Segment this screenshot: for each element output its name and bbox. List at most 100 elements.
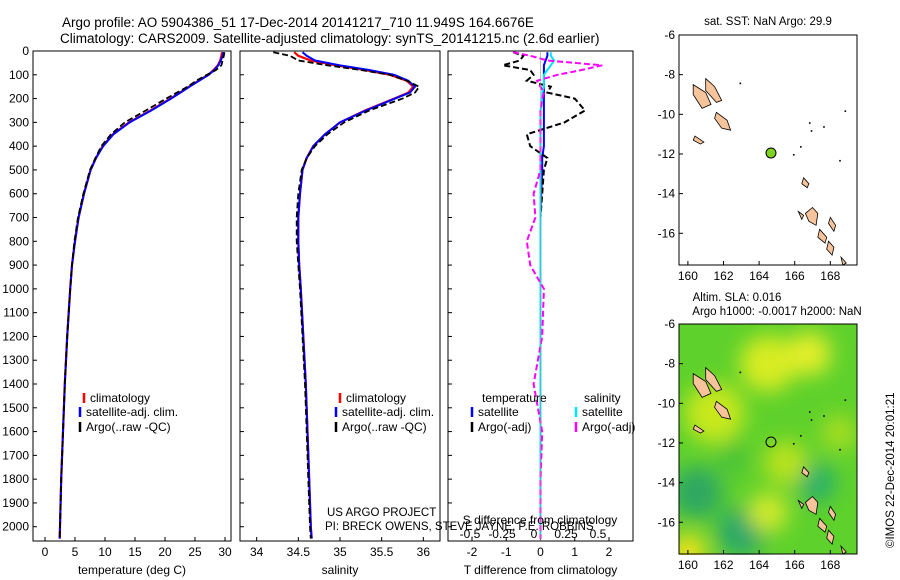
temperature-ytick-label: 1700 xyxy=(2,448,29,462)
difference-sdiff-label: S difference from climatology xyxy=(463,513,618,527)
difference-sdiff-tick-label: 0 xyxy=(531,527,538,541)
temperature-ytick-label: 1000 xyxy=(2,282,29,296)
island-shape xyxy=(804,206,819,226)
island-shape xyxy=(692,372,712,398)
temperature-ytick-label: 1200 xyxy=(2,329,29,343)
map_sst-xtick-label: 166 xyxy=(785,269,805,283)
temperature-panel: 0 5 10 15 20 25 30 temperature (deg C) 0 100 200 30… xyxy=(2,44,232,577)
temperature-legend-label: satellite-adj. clim. xyxy=(86,405,178,419)
map_sla-xtick-label: 164 xyxy=(749,558,769,572)
imos-stamp: ©IMOS 22-Dec-2014 20:01:21 xyxy=(885,392,897,548)
temperature-ytick-label: 0 xyxy=(22,44,29,58)
map_sst-frame xyxy=(678,34,858,266)
map_sla-xtick-label: 160 xyxy=(678,558,698,572)
temperature-ytick-label: 900 xyxy=(9,258,29,272)
temperature-ytick-label: 800 xyxy=(9,234,29,248)
island-shape xyxy=(826,529,835,545)
map_sla-ytick-label: -14 xyxy=(658,476,676,490)
sla-anomaly-blob xyxy=(821,415,857,452)
map_sla-panel: 160 162 164 166 168 -6 -8 -10 -12 -14 -16 xyxy=(658,317,858,572)
island-shape xyxy=(692,135,705,145)
salinity-axes-frame xyxy=(239,50,441,542)
salinity-xtick-label: 34.5 xyxy=(287,545,311,559)
difference-legend-header-salinity: salinity xyxy=(584,391,621,405)
island-shape xyxy=(817,517,828,533)
temperature-ytick-label: 200 xyxy=(9,92,29,106)
map_sla-sla-anomalies xyxy=(679,331,857,555)
temperature-series-2-line xyxy=(58,52,225,539)
difference-legend-label: satellite xyxy=(582,405,623,419)
salinity-xtick-label: 34 xyxy=(250,545,264,559)
difference-panel: -2 -1 0 1 2 T difference from climatology sate… xyxy=(447,50,635,577)
islet-dot xyxy=(808,122,811,124)
map_sst-content xyxy=(692,77,847,266)
temperature-ytick-label: 700 xyxy=(9,211,29,225)
island-shape xyxy=(840,544,847,555)
islet-dot xyxy=(810,130,813,132)
salinity-series-group xyxy=(273,51,421,539)
islet-dot xyxy=(839,448,841,451)
temperature-xtick-label: 30 xyxy=(218,545,232,559)
salinity-panel: 34 34.5 35 35.5 36 salinity climatologysatelli… xyxy=(239,50,441,577)
map_sla-xtick-label: 168 xyxy=(820,558,840,572)
island-shape xyxy=(705,77,723,103)
temperature-xtick-label: 10 xyxy=(98,545,112,559)
salinity-xtick-label: 35 xyxy=(333,545,347,559)
map_sst-xtick-label: 160 xyxy=(678,269,698,283)
island-shape xyxy=(797,499,805,510)
map_sst-ytick-label: -14 xyxy=(658,187,676,201)
island-shape xyxy=(801,466,810,478)
temperature-legend-label: Argo(..raw -QC) xyxy=(86,420,171,434)
difference-sdiff-tick-label: -0.5 xyxy=(460,527,481,541)
map_sst-ytick-label: -10 xyxy=(658,107,676,121)
island-shape xyxy=(828,216,837,233)
temperature-ytick-label: 500 xyxy=(9,163,29,177)
difference-legend-label: Argo(-adj) xyxy=(582,420,635,434)
sla-anomaly-blob xyxy=(679,534,706,555)
sla-anomaly-blob xyxy=(679,466,723,519)
island-shape xyxy=(801,177,810,189)
islet-dot xyxy=(844,399,847,401)
temperature-axes-frame xyxy=(32,50,232,542)
map_sla-frame xyxy=(678,323,858,555)
map_sla-ytick-label: -12 xyxy=(658,436,676,450)
island-shape xyxy=(692,424,705,434)
salinity-xtick-label: 35.5 xyxy=(370,545,394,559)
salinity-legend-label: Argo(..raw -QC) xyxy=(342,420,427,434)
island-shape xyxy=(817,228,828,244)
temperature-ytick-label: 2000 xyxy=(2,520,29,534)
salinity-legend-label: satellite-adj. clim. xyxy=(342,405,434,419)
islet-dot xyxy=(739,371,742,374)
sla-anomaly-blob xyxy=(763,440,808,485)
islet-dot xyxy=(739,82,742,85)
temperature-xtick-label: 20 xyxy=(158,545,172,559)
temperature-ytick-label: 600 xyxy=(9,187,29,201)
temperature-ytick-label: 1900 xyxy=(2,496,29,510)
map_sla-ytick-label: -8 xyxy=(664,357,675,371)
map_sla-ytick-label: -16 xyxy=(658,515,676,529)
map-sst-title: sat. SST: NaN Argo: 29.9 xyxy=(704,16,832,28)
temperature-ytick-label: 100 xyxy=(9,68,29,82)
map_sst-ytick-label: -6 xyxy=(664,28,675,42)
salinity-xlabel: salinity xyxy=(322,563,359,577)
temperature-ytick-label: 1600 xyxy=(2,425,29,439)
islet-dot xyxy=(823,415,825,417)
temperature-xlabel: temperature (deg C) xyxy=(78,563,186,577)
sla-anomaly-blob xyxy=(748,492,788,533)
temperature-xtick-label: 25 xyxy=(188,545,202,559)
temperature-ytick-label: 1400 xyxy=(2,377,29,391)
difference-xtick-label: -2 xyxy=(467,545,478,559)
map_sla-xtick-label: 166 xyxy=(785,558,805,572)
map_sst-panel: 160 162 164 166 168 -6 -8 -10 -12 -14 -16 xyxy=(658,28,858,283)
islet-dot xyxy=(839,159,841,162)
islet-dot xyxy=(823,126,825,128)
temperature-ytick-label: 300 xyxy=(9,115,29,129)
map_sst-xtick-label: 164 xyxy=(749,269,769,283)
difference-sdiff-tick-label: 0.5 xyxy=(590,527,607,541)
map_sst-ytick-label: -16 xyxy=(658,226,676,240)
salinity-series-3-line xyxy=(273,51,421,539)
island-shape xyxy=(826,240,835,256)
temperature-ytick-label: 1500 xyxy=(2,401,29,415)
islet-dot xyxy=(810,419,813,421)
